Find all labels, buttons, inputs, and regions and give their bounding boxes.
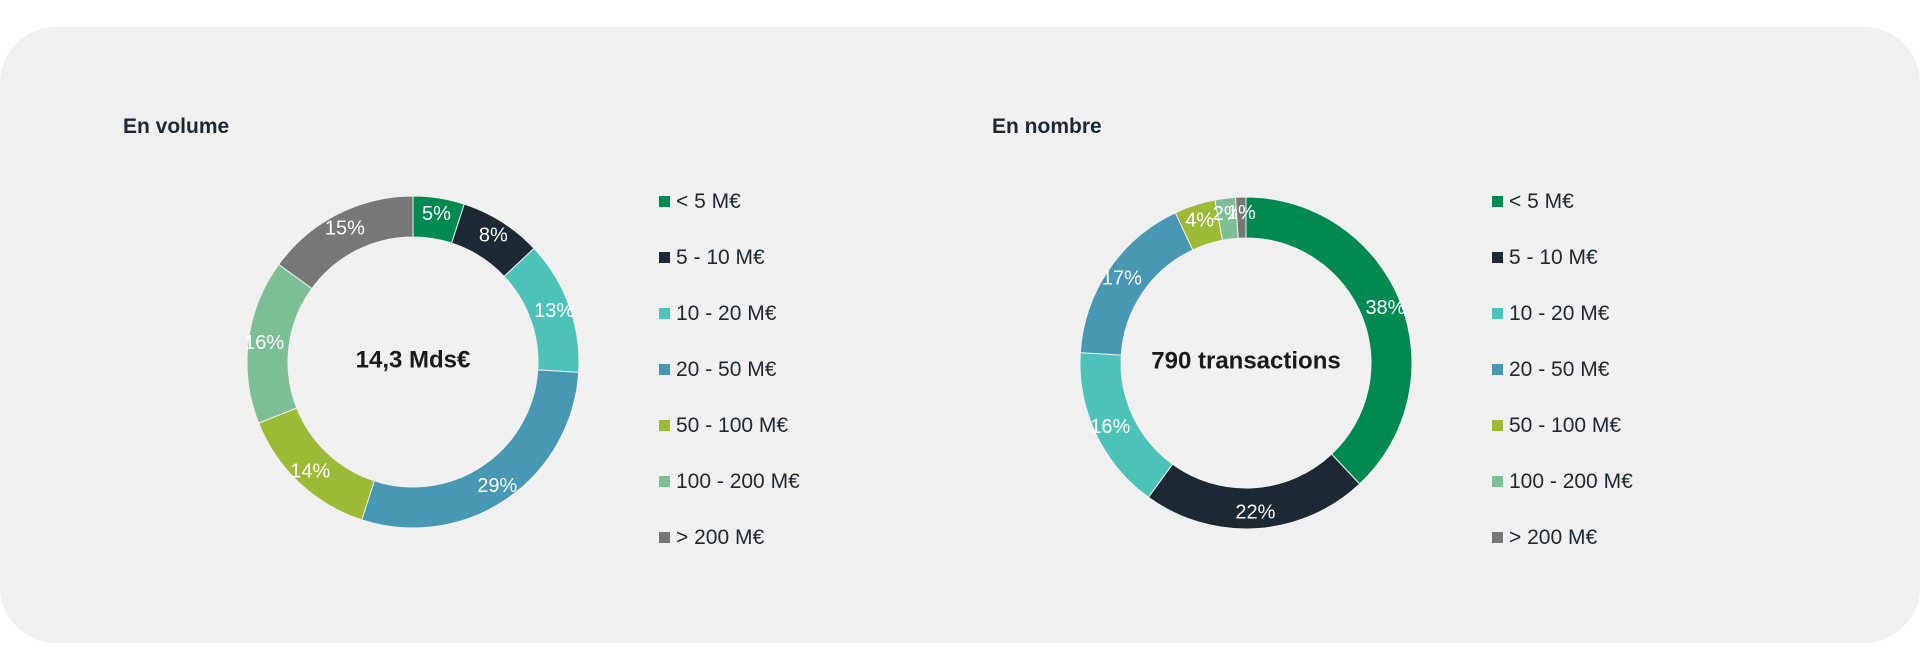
legend-item: > 200 M€ — [1492, 526, 1633, 582]
slice-data-label: 1% — [1227, 202, 1256, 224]
legend-swatch — [659, 196, 670, 207]
slice-data-label: 14% — [290, 460, 330, 482]
legend-label: 100 - 200 M€ — [1509, 470, 1633, 493]
legend-swatch — [659, 252, 670, 263]
legend-item: 10 - 20 M€ — [1492, 302, 1633, 358]
slice-data-label: 16% — [244, 332, 284, 354]
slice-data-label: 4% — [1185, 209, 1214, 231]
legend-swatch — [1492, 364, 1503, 375]
slice-data-label: 8% — [479, 224, 508, 246]
legend-item: 20 - 50 M€ — [659, 358, 800, 414]
donut-center-label: 14,3 Mds€ — [356, 347, 471, 374]
legend-label: 10 - 20 M€ — [676, 302, 777, 325]
legend-swatch — [659, 364, 670, 375]
legend-swatch — [1492, 308, 1503, 319]
slice-data-label: 16% — [1090, 416, 1130, 438]
legend-label: < 5 M€ — [676, 190, 741, 213]
legend-item: 5 - 10 M€ — [1492, 246, 1633, 302]
donut-chart-volume: 5% 8% 13% 29% 14% 16% 15% 14,3 Mds€ — [244, 195, 580, 529]
donut-center-label: 790 transactions — [1151, 348, 1340, 375]
slice-data-label: 2% — [1213, 203, 1242, 225]
donut-slice — [361, 369, 580, 529]
legend-item: 50 - 100 M€ — [1492, 414, 1633, 470]
legend-swatch — [1492, 476, 1503, 487]
legend-item: < 5 M€ — [1492, 190, 1633, 246]
charts-panel: En volume 5% 8% 13% 29% 14% 16% 15% 14,3 Mds€ <… — [0, 27, 1920, 643]
legend-item: 100 - 200 M€ — [1492, 470, 1633, 526]
legend: < 5 M€ 5 - 10 M€ 10 - 20 M€ 20 - 50 M€ 50 - … — [659, 190, 800, 582]
donut-slice — [278, 195, 414, 290]
legend-label: > 200 M€ — [1509, 526, 1598, 549]
legend-label: > 200 M€ — [676, 526, 765, 549]
slice-data-label: 38% — [1365, 297, 1405, 319]
legend-swatch — [659, 532, 670, 543]
slice-data-label: 29% — [477, 475, 517, 497]
slice-data-label: 13% — [534, 300, 574, 322]
legend: < 5 M€ 5 - 10 M€ 10 - 20 M€ 20 - 50 M€ 50 - … — [1492, 190, 1633, 582]
legend-swatch — [1492, 420, 1503, 431]
slice-data-label: 5% — [422, 203, 451, 225]
legend-label: 100 - 200 M€ — [676, 470, 800, 493]
slice-data-label: 22% — [1235, 502, 1275, 524]
legend-swatch — [659, 476, 670, 487]
legend-label: < 5 M€ — [1509, 190, 1574, 213]
legend-item: 20 - 50 M€ — [1492, 358, 1633, 414]
slice-data-label: 15% — [325, 217, 365, 239]
legend-label: 5 - 10 M€ — [1509, 246, 1598, 269]
donut-chart-count: 38% 22% 16% 17% 4%2%1% 790 transactions — [1079, 196, 1413, 530]
volume-chart: En volume 5% 8% 13% 29% 14% 16% 15% 14,3 Mds€ <… — [0, 27, 960, 643]
legend-label: 5 - 10 M€ — [676, 246, 765, 269]
legend-item: 10 - 20 M€ — [659, 302, 800, 358]
legend-label: 20 - 50 M€ — [676, 358, 777, 381]
legend-item: < 5 M€ — [659, 190, 800, 246]
legend-label: 20 - 50 M€ — [1509, 358, 1610, 381]
legend-item: 50 - 100 M€ — [659, 414, 800, 470]
chart-title: En nombre — [992, 115, 1102, 138]
donut-slice — [1245, 196, 1413, 485]
legend-item: 100 - 200 M€ — [659, 470, 800, 526]
legend-swatch — [1492, 252, 1503, 263]
chart-title: En volume — [123, 115, 230, 138]
legend-item: > 200 M€ — [659, 526, 800, 582]
donut-slice — [1235, 196, 1247, 239]
legend-item: 5 - 10 M€ — [659, 246, 800, 302]
legend-swatch — [659, 420, 670, 431]
legend-label: 50 - 100 M€ — [676, 414, 789, 437]
legend-swatch — [1492, 532, 1503, 543]
count-chart: En nombre 38% 22% 16% 17% 4% 2% 1% 790 transact… — [960, 27, 1920, 643]
slice-data-label: 17% — [1102, 268, 1142, 290]
legend-swatch — [1492, 196, 1503, 207]
legend-label: 10 - 20 M€ — [1509, 302, 1610, 325]
legend-swatch — [659, 308, 670, 319]
legend-label: 50 - 100 M€ — [1509, 414, 1622, 437]
